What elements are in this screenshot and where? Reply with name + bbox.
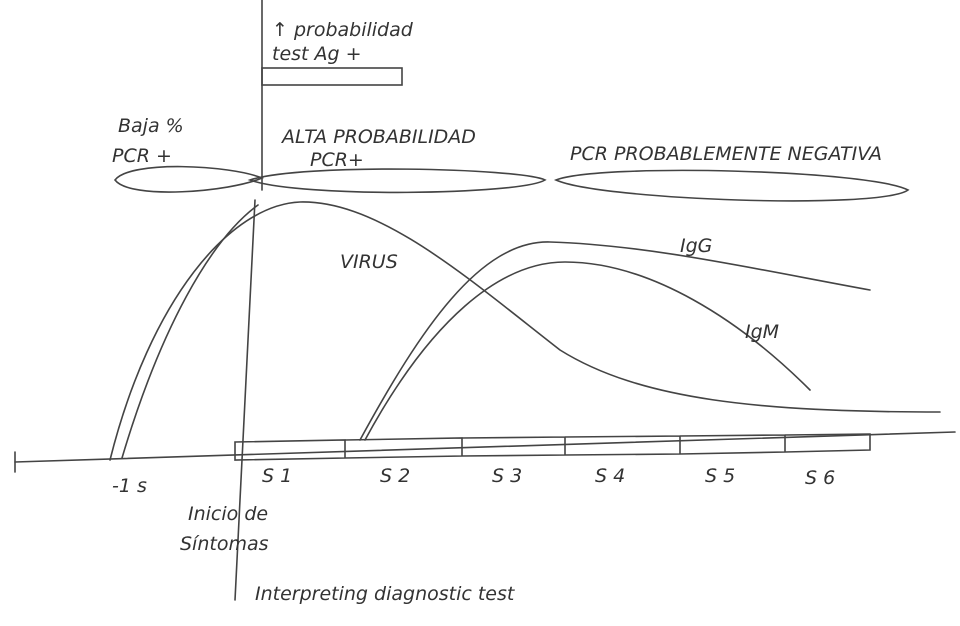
negative-blob	[556, 170, 908, 200]
tick-label: S 1	[262, 465, 292, 487]
ag-box	[262, 68, 402, 85]
tick-label: S 3	[492, 465, 522, 487]
igg-label: IgG	[680, 235, 712, 257]
virus-label: VIRUS	[340, 251, 398, 273]
low-pcr-blob	[115, 167, 262, 192]
sketch: ↑ probabilidad test Ag + Baja % PCR + AL…	[0, 0, 960, 626]
low-label: Baja %	[118, 115, 184, 137]
tick-label: S 5	[705, 465, 735, 487]
tick-label: S 4	[595, 465, 625, 487]
body: ↑ probabilidad test Ag + Baja % PCR + AL…	[0, 0, 960, 626]
igm-label: IgM	[745, 321, 779, 343]
title: Interpreting diagnostic test	[255, 583, 516, 605]
high-label: ALTA PROBABILIDAD	[280, 126, 476, 148]
igm-curve	[365, 262, 810, 440]
low-label: PCR +	[112, 145, 172, 167]
onset-label: Inicio de	[188, 503, 268, 525]
tick-label: S 2	[380, 465, 410, 487]
tick-label: -1 s	[112, 475, 147, 497]
virus-curve-2	[122, 205, 258, 458]
x-axis	[15, 432, 955, 462]
virus-curve	[110, 202, 940, 460]
tick-label: S 6	[805, 467, 835, 489]
ag-label: ↑ probabilidad	[272, 19, 414, 41]
igg-curve	[360, 242, 870, 440]
high-label: PCR+	[310, 149, 364, 171]
onset-label: Síntomas	[180, 533, 269, 555]
high-pcr-blob	[250, 169, 545, 192]
page: {"header": {"title": "Interpreting diagn…	[0, 0, 960, 626]
negative-label: PCR PROBABLEMENTE NEGATIVA	[570, 143, 882, 165]
ag-label: test Ag +	[272, 43, 362, 65]
